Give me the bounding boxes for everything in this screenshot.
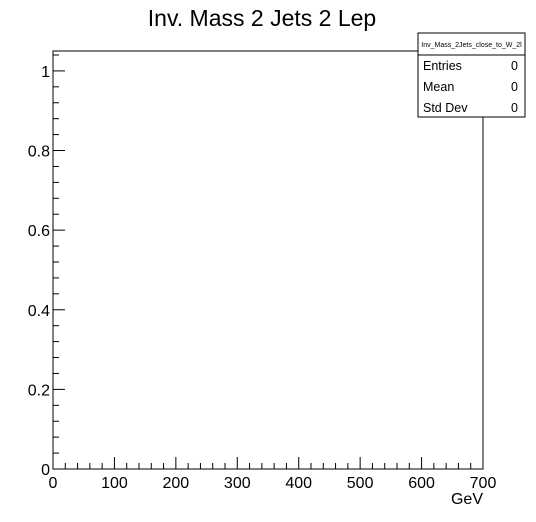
stats-stddev-value: 0 bbox=[511, 101, 518, 115]
x-tick-label: 100 bbox=[101, 475, 128, 492]
x-tick-label: 700 bbox=[470, 475, 497, 492]
y-tick-label: 0.8 bbox=[28, 144, 50, 161]
plot-frame bbox=[52, 50, 484, 470]
stats-box-title: Inv_Mass_2Jets_close_to_W_2l bbox=[421, 42, 522, 49]
x-tick-label: 300 bbox=[224, 475, 251, 492]
y-tick-label: 0.2 bbox=[28, 382, 50, 399]
chart-title: Inv. Mass 2 Jets 2 Lep bbox=[148, 5, 376, 31]
stats-entries-label: Entries bbox=[423, 59, 462, 73]
x-axis-label: GeV bbox=[451, 491, 483, 508]
x-tick-label: 500 bbox=[347, 475, 374, 492]
x-tick-label: 600 bbox=[408, 475, 435, 492]
stats-box: Inv_Mass_2Jets_close_to_W_2l Entries 0 M… bbox=[417, 32, 526, 118]
x-axis: 0 100 200 300 400 500 600 700 bbox=[49, 457, 497, 492]
x-tick-label: 0 bbox=[49, 475, 58, 492]
x-tick-label: 400 bbox=[285, 475, 312, 492]
stats-entries-value: 0 bbox=[511, 59, 518, 73]
y-tick-label: 0.4 bbox=[28, 303, 50, 320]
stats-stddev-label: Std Dev bbox=[423, 101, 468, 115]
stats-mean-label: Mean bbox=[423, 80, 454, 94]
y-tick-label: 1 bbox=[41, 64, 50, 81]
y-tick-label: 0.6 bbox=[28, 223, 50, 240]
x-tick-label: 200 bbox=[163, 475, 190, 492]
y-tick-label: 0 bbox=[41, 462, 50, 479]
stats-mean-value: 0 bbox=[511, 80, 518, 94]
y-axis: 0 0.2 0.4 0.6 0.8 1 bbox=[28, 54, 65, 479]
stats-box-frame bbox=[417, 32, 526, 118]
